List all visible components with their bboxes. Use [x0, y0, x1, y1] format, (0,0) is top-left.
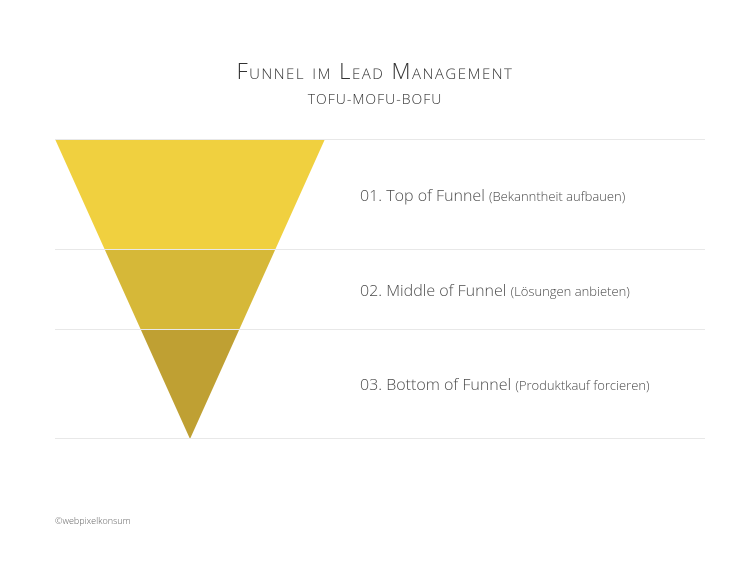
- funnel-row-2: 02. Middle of Funnel (Lösungen anbieten): [55, 249, 705, 329]
- funnel-diagram: 01. Top of Funnel (Bekanntheit aufbauen)…: [0, 139, 750, 459]
- stage-index: 01.: [360, 184, 382, 206]
- stage-name: Top of Funnel: [386, 184, 485, 206]
- stage-index: 02.: [360, 279, 382, 301]
- header: Funnel im Lead Management TOFU-MOFU-BOFU: [0, 0, 750, 109]
- stage-detail: (Bekanntheit aufbauen): [489, 187, 625, 205]
- stage-name: Middle of Funnel: [386, 279, 506, 301]
- stage-name: Bottom of Funnel: [386, 373, 511, 395]
- funnel-row-1: 01. Top of Funnel (Bekanntheit aufbauen): [55, 139, 705, 249]
- credit-text: ©webpixelkonsum: [55, 514, 131, 527]
- stage-label-1: 01. Top of Funnel (Bekanntheit aufbauen): [360, 184, 625, 206]
- stage-label-3: 03. Bottom of Funnel (Produktkauf forcie…: [360, 373, 650, 395]
- stage-label-2: 02. Middle of Funnel (Lösungen anbieten): [360, 279, 630, 301]
- stage-detail: (Lösungen anbieten): [511, 282, 630, 300]
- stage-index: 03.: [360, 373, 382, 395]
- page-title: Funnel im Lead Management: [0, 56, 750, 86]
- page-subtitle: TOFU-MOFU-BOFU: [0, 90, 750, 109]
- funnel-row-3: 03. Bottom of Funnel (Produktkauf forcie…: [55, 329, 705, 439]
- stage-detail: (Produktkauf forcieren): [515, 376, 649, 394]
